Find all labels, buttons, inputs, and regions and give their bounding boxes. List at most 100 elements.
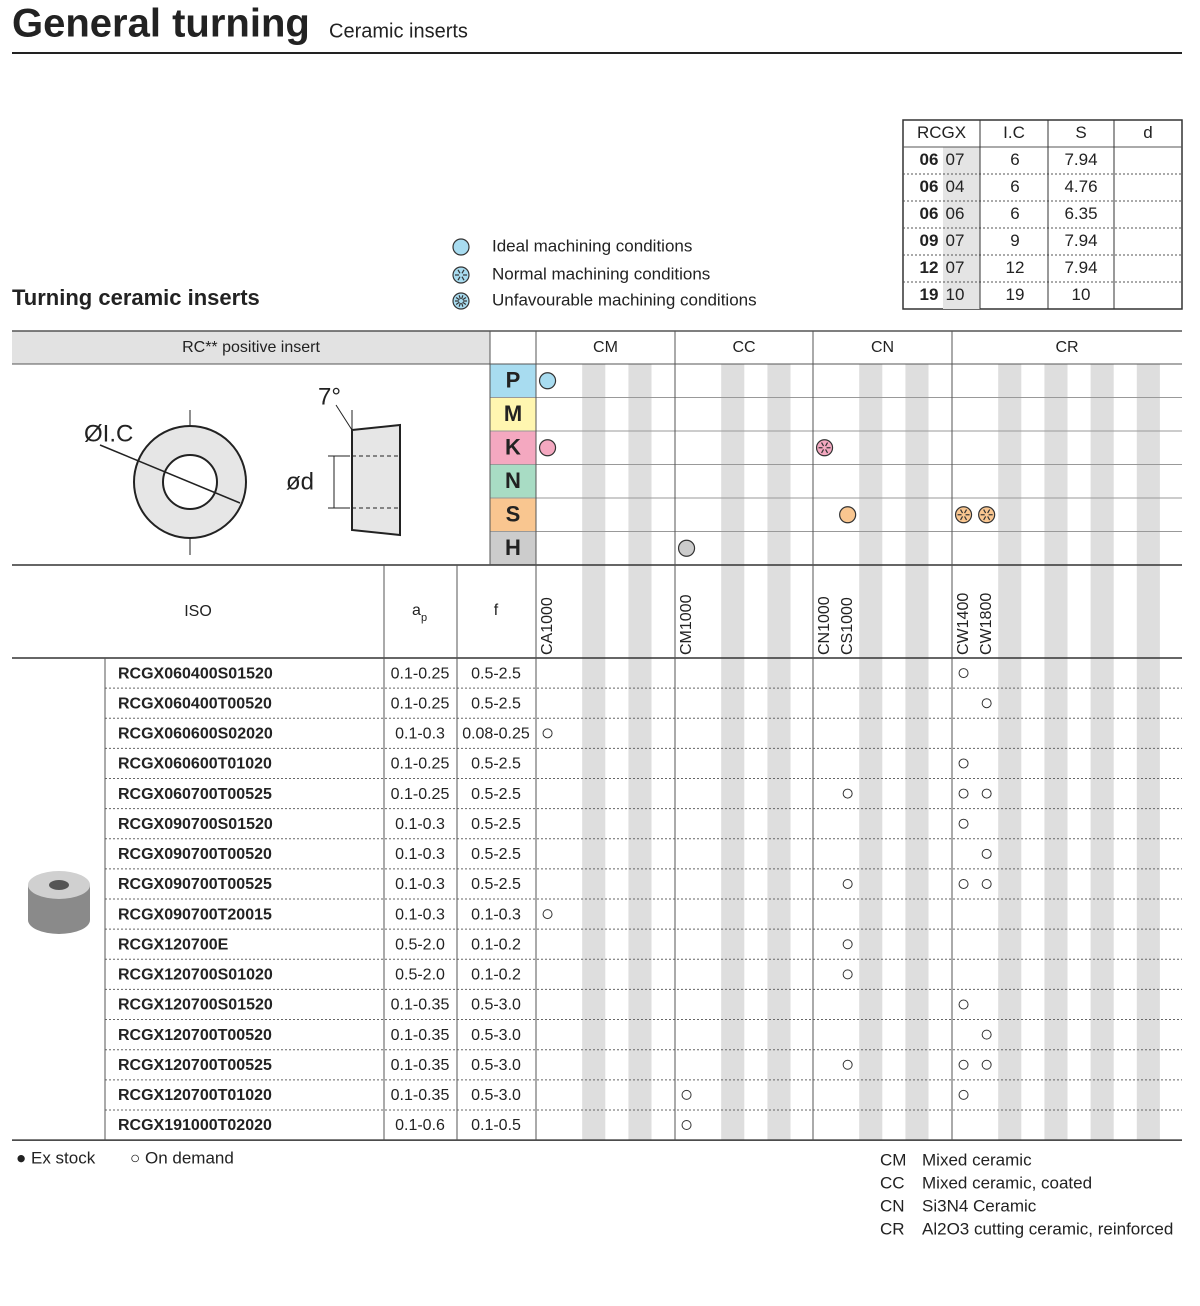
iso-header: ISO — [184, 603, 212, 620]
stock-legend: ○ On demand — [130, 1148, 234, 1167]
dim-code-bg — [943, 147, 980, 174]
ap-value: 0.1-0.25 — [391, 756, 450, 773]
iso-code: RCGX060700T00525 — [118, 786, 272, 803]
material-cell — [489, 397, 537, 432]
icon-detail — [960, 516, 964, 521]
f-value: 0.5-2.5 — [471, 665, 521, 682]
on-demand — [981, 878, 992, 889]
legend-text: Normal machining conditions — [492, 264, 710, 283]
icon-detail — [821, 449, 825, 454]
insert-diagram — [99, 404, 401, 555]
insert-header: RC** positive insert — [182, 339, 320, 356]
on-demand — [842, 878, 853, 889]
group-header: CN — [871, 339, 894, 356]
dim-code: 06 — [920, 150, 939, 169]
dim-header: d — [1143, 123, 1152, 142]
grade-code: CN — [880, 1196, 905, 1215]
ap-header: a — [412, 602, 421, 619]
material-letter: P — [506, 368, 521, 393]
icon-detail — [987, 509, 991, 514]
iso-code: RCGX120700T00520 — [118, 1027, 272, 1044]
icon-detail — [960, 509, 964, 514]
legend-text: Unfavourable machining conditions — [492, 290, 757, 309]
iso-code: RCGX120700T01020 — [118, 1087, 272, 1104]
on-demand — [842, 939, 853, 950]
iso-code: RCGX060400S01520 — [118, 665, 273, 682]
iso-code: RCGX120700T00525 — [118, 1057, 272, 1074]
ideal-icon — [839, 506, 857, 524]
iso-code: RCGX090700S01520 — [118, 816, 273, 833]
dim-code: 06 — [920, 204, 939, 223]
icon-detail — [821, 442, 825, 447]
ap-value: 0.1-0.25 — [391, 695, 450, 712]
ap-sub: p — [421, 612, 427, 624]
material-letter: S — [506, 502, 521, 527]
on-demand — [842, 788, 853, 799]
f-value: 0.08-0.25 — [462, 726, 530, 743]
dim-size: 07 — [946, 231, 965, 250]
normal-icon — [954, 506, 973, 524]
dim-ic: 12 — [1006, 258, 1025, 277]
group-header: CM — [593, 339, 618, 356]
ideal-icon — [452, 238, 470, 256]
grade-label: CA1000 — [539, 597, 556, 655]
iso-code: RCGX090700T00525 — [118, 876, 272, 893]
grade-label: CW1400 — [955, 593, 972, 655]
on-demand — [542, 728, 553, 739]
f-value: 0.5-2.5 — [471, 756, 521, 773]
dim-s: 10 — [1072, 285, 1091, 304]
ideal-icon — [538, 372, 557, 390]
on-demand — [681, 1089, 692, 1100]
grade-label: CN1000 — [816, 596, 833, 655]
normal-icon — [815, 439, 834, 457]
ap-value: 0.1-0.35 — [391, 997, 450, 1014]
icon-detail — [458, 302, 461, 307]
section-title: Turning ceramic inserts — [12, 285, 260, 310]
ap-value: 0.1-0.3 — [395, 906, 445, 923]
insert-photo — [28, 871, 90, 934]
on-demand — [958, 1059, 969, 1070]
dim-header: S — [1075, 123, 1086, 142]
dim-size: 07 — [946, 258, 965, 277]
f-value: 0.5-2.5 — [471, 695, 521, 712]
on-demand — [981, 698, 992, 709]
ap-value: 0.1-0.35 — [391, 1027, 450, 1044]
stock-legend: ● Ex stock — [16, 1148, 96, 1167]
ap-value: 0.1-0.25 — [391, 665, 450, 682]
grade-code: CC — [880, 1173, 905, 1192]
material-letter: M — [504, 401, 522, 426]
icon-detail — [461, 269, 465, 274]
stripe — [905, 364, 929, 1141]
dim-code-bg — [943, 228, 980, 255]
dim-s: 7.94 — [1064, 258, 1097, 277]
iso-code: RCGX191000T02020 — [118, 1117, 272, 1134]
grade-label: CS1000 — [839, 597, 856, 655]
dim-size: 10 — [946, 285, 965, 304]
dim-header: RCGX — [917, 123, 966, 142]
iso-code: RCGX090700T20015 — [118, 906, 272, 923]
dim-code: 12 — [920, 258, 939, 277]
f-value: 0.5-2.5 — [471, 846, 521, 863]
dim-header: I.C — [1003, 123, 1025, 142]
dim-ic: 6 — [1010, 177, 1019, 196]
ap-value: 0.1-0.3 — [395, 816, 445, 833]
unfavourable-icon — [452, 292, 470, 310]
on-demand — [958, 878, 969, 889]
icon-detail — [825, 442, 829, 447]
ap-value: 0.1-0.35 — [391, 1057, 450, 1074]
stripe — [1090, 364, 1114, 1141]
ap-value: 0.1-0.35 — [391, 1087, 450, 1104]
on-demand — [842, 969, 853, 980]
d-label: ød — [286, 468, 314, 495]
icon-detail — [458, 295, 461, 300]
f-value: 0.1-0.3 — [471, 906, 521, 923]
material-letter: N — [505, 468, 521, 493]
stripe — [1136, 364, 1160, 1141]
on-demand — [542, 909, 553, 920]
dim-code: 19 — [920, 285, 939, 304]
on-demand — [958, 788, 969, 799]
iso-code: RCGX060400T00520 — [118, 695, 272, 712]
icon-detail — [455, 301, 460, 306]
on-demand — [958, 1089, 969, 1100]
